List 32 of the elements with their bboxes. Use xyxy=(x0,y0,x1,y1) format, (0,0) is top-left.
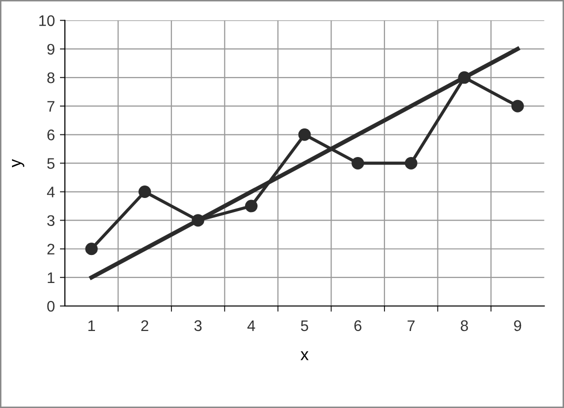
y-tick-label: 2 xyxy=(47,244,54,254)
point xyxy=(511,100,524,112)
line-series xyxy=(89,46,520,280)
x-tick-label: 6 xyxy=(354,320,362,332)
y-tick-label: 10 xyxy=(39,15,55,26)
x-tick-label: 1 xyxy=(88,320,95,331)
y-tick-label: 6 xyxy=(47,130,54,140)
x-axis-title: x xyxy=(300,351,309,360)
y-axis-title: y xyxy=(12,159,24,168)
y-tick-label: 4 xyxy=(46,186,55,198)
x-tick-label: 3 xyxy=(194,320,202,332)
point xyxy=(245,200,258,212)
point xyxy=(458,71,471,84)
y-tick-label: 7 xyxy=(47,101,54,112)
y-tick-label: 9 xyxy=(47,44,54,55)
x-tick-label: 2 xyxy=(141,320,148,331)
point xyxy=(352,156,364,170)
y-tick-label: 0 xyxy=(47,300,55,312)
x-tick-label: 7 xyxy=(408,320,415,331)
x-tick-label: 9 xyxy=(514,320,522,332)
point xyxy=(85,242,98,256)
point xyxy=(138,186,152,198)
x-tick-label: 8 xyxy=(460,320,468,332)
y-tick-label: 8 xyxy=(47,72,54,84)
x-tick-label: 4 xyxy=(247,320,256,331)
point xyxy=(192,214,204,227)
y-tick-label: 5 xyxy=(47,158,54,169)
x-tick-label: 5 xyxy=(300,320,308,332)
y-tick-label: 3 xyxy=(47,215,54,226)
point xyxy=(298,128,311,141)
point xyxy=(404,156,418,170)
y-tick-label: 1 xyxy=(48,272,54,283)
